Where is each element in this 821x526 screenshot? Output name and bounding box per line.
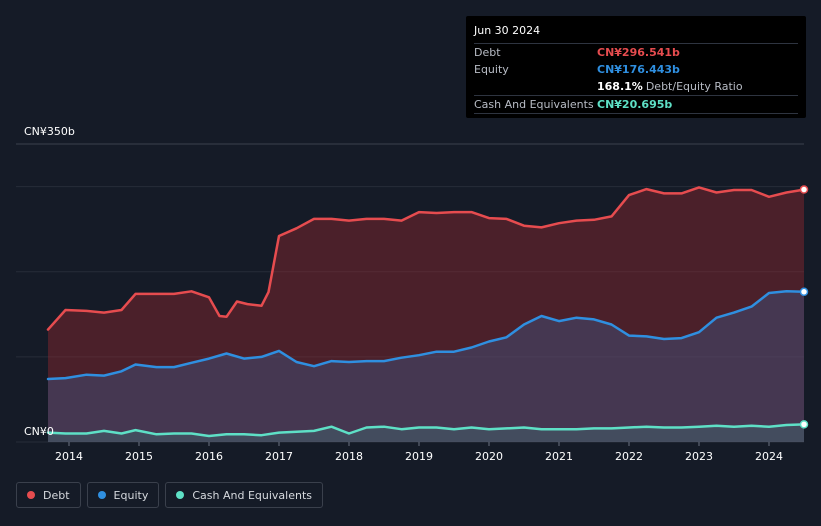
legend-item-debt[interactable]: Debt xyxy=(16,482,81,508)
y-axis-top-label: CN¥350b xyxy=(24,125,75,138)
x-tick-label: 2017 xyxy=(265,450,293,463)
x-tick-label: 2016 xyxy=(195,450,223,463)
x-tick-label: 2014 xyxy=(55,450,83,463)
chart-legend: Debt Equity Cash And Equivalents xyxy=(16,482,323,508)
legend-label: Debt xyxy=(43,488,70,502)
cash-and-equivalents-line xyxy=(46,423,806,438)
tooltip-row-debt: Debt CN¥296.541b xyxy=(474,43,798,61)
tooltip-value: CN¥176.443b xyxy=(597,63,680,76)
legend-item-equity[interactable]: Equity xyxy=(86,482,160,508)
cash-and-equivalents-end-marker xyxy=(799,420,809,429)
series-lines xyxy=(46,186,806,438)
tooltip-label: Debt xyxy=(474,46,501,59)
x-tick-label: 2023 xyxy=(685,450,713,463)
x-tick-label: 2021 xyxy=(545,450,573,463)
tooltip-suffix: Debt/Equity Ratio xyxy=(645,80,743,93)
legend-item-cash[interactable]: Cash And Equivalents xyxy=(165,482,323,508)
tooltip-value: CN¥20.695b xyxy=(597,98,673,111)
equity-end-marker xyxy=(799,287,809,297)
legend-dot-icon xyxy=(27,491,35,499)
tooltip-label: Cash And Equivalents xyxy=(474,98,594,111)
end-markers xyxy=(799,185,809,429)
tooltip-label: Equity xyxy=(474,63,509,76)
x-tick-label: 2020 xyxy=(475,450,503,463)
equity-line xyxy=(46,290,806,381)
x-axis-ticks: 2014 2015 2016 2017 2018 2019 2020 2021 2022 2023… xyxy=(55,442,783,463)
tooltip-value: CN¥296.541b xyxy=(597,46,680,59)
tooltip-value: 168.1% xyxy=(597,80,643,93)
x-tick-label: 2018 xyxy=(335,450,363,463)
data-tooltip: Jun 30 2024 Debt CN¥296.541b Equity CN¥1… xyxy=(466,16,806,118)
legend-dot-icon xyxy=(176,491,185,499)
x-tick-label: 2024 xyxy=(755,450,783,463)
tooltip-row-cash: Cash And Equivalents CN¥20.695b xyxy=(474,95,798,114)
y-axis-bottom-label: CN¥0 xyxy=(24,425,54,438)
x-tick-label: 2019 xyxy=(405,450,433,463)
debt-line xyxy=(46,186,806,331)
equity-area xyxy=(48,291,804,442)
legend-label: Cash And Equivalents xyxy=(192,488,312,502)
legend-dot-icon xyxy=(97,491,106,499)
series-areas xyxy=(48,187,804,442)
grid-lines xyxy=(16,143,804,443)
debt-area xyxy=(48,187,804,442)
tooltip-row-ratio: 168.1% Debt/Equity Ratio xyxy=(474,78,798,95)
legend-label: Equity xyxy=(113,488,149,502)
debt-end-marker xyxy=(799,185,809,194)
tooltip-date: Jun 30 2024 xyxy=(474,24,541,37)
tooltip-row-equity: Equity CN¥176.443b xyxy=(474,61,798,78)
x-tick-label: 2015 xyxy=(125,450,153,463)
x-tick-label: 2022 xyxy=(615,450,643,463)
